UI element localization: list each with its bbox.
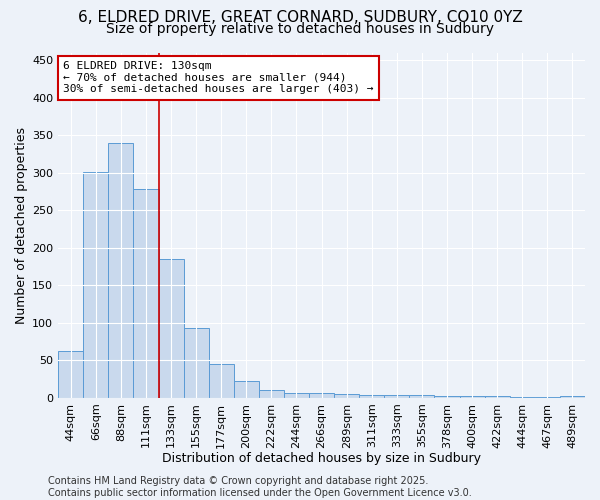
Bar <box>284 392 309 398</box>
Bar <box>309 394 334 398</box>
Bar <box>83 172 109 398</box>
Bar <box>359 395 384 398</box>
Bar <box>535 397 560 398</box>
Y-axis label: Number of detached properties: Number of detached properties <box>15 126 28 324</box>
Text: Contains HM Land Registry data © Crown copyright and database right 2025.
Contai: Contains HM Land Registry data © Crown c… <box>48 476 472 498</box>
Bar <box>158 259 184 398</box>
Bar <box>234 382 259 398</box>
Text: 6, ELDRED DRIVE, GREAT CORNARD, SUDBURY, CO10 0YZ: 6, ELDRED DRIVE, GREAT CORNARD, SUDBURY,… <box>77 10 523 25</box>
Bar <box>334 394 359 398</box>
Text: 6 ELDRED DRIVE: 130sqm
← 70% of detached houses are smaller (944)
30% of semi-de: 6 ELDRED DRIVE: 130sqm ← 70% of detached… <box>64 61 374 94</box>
Bar <box>434 396 460 398</box>
Bar <box>133 189 158 398</box>
Bar <box>460 396 485 398</box>
Bar <box>58 350 83 398</box>
Bar <box>209 364 234 398</box>
Bar <box>510 397 535 398</box>
Bar <box>409 395 434 398</box>
Bar <box>109 142 133 398</box>
Bar <box>485 396 510 398</box>
X-axis label: Distribution of detached houses by size in Sudbury: Distribution of detached houses by size … <box>162 452 481 465</box>
Bar <box>384 395 409 398</box>
Text: Size of property relative to detached houses in Sudbury: Size of property relative to detached ho… <box>106 22 494 36</box>
Bar <box>184 328 209 398</box>
Bar <box>560 396 585 398</box>
Bar <box>259 390 284 398</box>
